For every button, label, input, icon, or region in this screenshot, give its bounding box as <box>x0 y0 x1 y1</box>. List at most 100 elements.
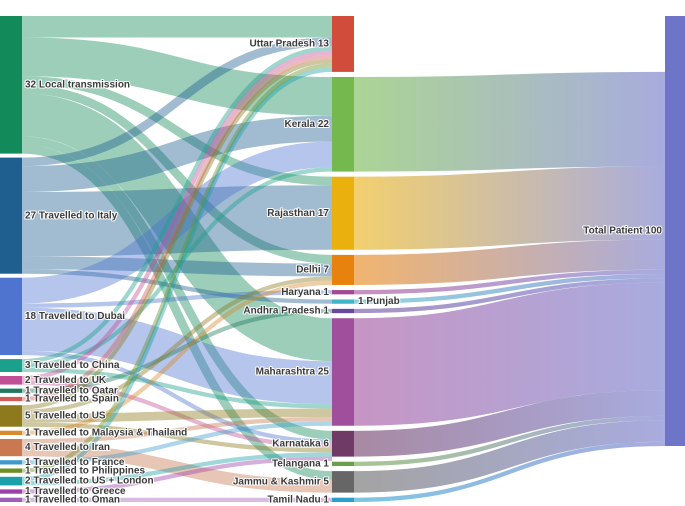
link-china-up <box>21 46 333 364</box>
node-state-delhi <box>332 254 354 285</box>
label-source-philippines: 1 Travelled to Philippines <box>25 465 145 476</box>
label-state-jk: Jammu & Kashmir 5 <box>233 476 330 487</box>
link-local-jk <box>21 145 333 480</box>
label-source-us: 5 Travelled to US <box>25 411 106 422</box>
label-state-kerala: Kerala 22 <box>285 119 330 130</box>
link-us-maharashtra <box>21 408 333 423</box>
links-source-to-state <box>21 15 333 503</box>
link-france-maharashtra <box>21 421 333 465</box>
sankey-nodes <box>0 16 685 502</box>
link-local-kerala <box>21 37 333 116</box>
node-state-telangana <box>332 461 354 467</box>
link-rajasthan-total <box>353 166 666 250</box>
node-total <box>665 16 685 446</box>
link-us-karnataka <box>21 422 333 453</box>
link-us-up <box>21 59 333 410</box>
node-source-iran <box>0 439 22 457</box>
link-tn-total <box>353 441 666 502</box>
link-local-karnataka <box>21 136 333 440</box>
link-dubai-maharashtra <box>21 307 333 405</box>
link-local-rajasthan <box>21 76 333 186</box>
node-state-rajasthan <box>332 176 354 250</box>
link-italy-up <box>21 37 333 167</box>
label-state-rajasthan: Rajasthan 17 <box>267 208 329 219</box>
node-state-kerala <box>332 76 354 172</box>
label-source-china: 3 Travelled to China <box>25 360 120 371</box>
link-qatar-ap <box>21 308 333 393</box>
link-china-kerala <box>21 167 333 368</box>
label-state-karnataka: Karnataka 6 <box>272 438 329 449</box>
link-greece-karnataka <box>21 456 333 494</box>
node-source-italy <box>0 157 22 274</box>
node-state-punjab <box>332 299 354 304</box>
link-uk-up <box>21 50 333 381</box>
link-italy-punjab <box>21 269 333 304</box>
link-telangana-total <box>353 415 666 467</box>
link-italy-delhi <box>21 256 333 277</box>
link-uslondon-karnataka <box>21 452 333 486</box>
node-source-uslondon <box>0 476 22 486</box>
label-source-spain: 1 Travelled to Spain <box>25 394 119 405</box>
label-state-haryana: Haryana 1 <box>281 287 329 298</box>
link-dubai-kerala <box>21 141 333 304</box>
label-source-france: 1 Travelled to France <box>25 457 125 468</box>
link-ap-total <box>353 278 666 314</box>
label-state-punjab: 1 Punjab <box>358 296 400 307</box>
label-source-greece: 1 Travelled to Greece <box>25 486 126 497</box>
node-source-local <box>0 16 22 154</box>
link-haryana-total <box>353 269 666 295</box>
label-state-delhi: Delhi 7 <box>296 265 329 276</box>
node-state-karnataka <box>332 430 354 457</box>
label-source-uslondon: 2 Travelled to US + London <box>25 476 154 487</box>
link-punjab-total <box>353 274 666 304</box>
node-source-oman <box>0 497 22 502</box>
label-source-uk: 2 Travelled to UK <box>25 375 107 386</box>
node-source-france <box>0 460 22 465</box>
link-delhi-total <box>353 239 666 285</box>
label-source-qatar: 1 Travelled to Qatar <box>25 385 118 396</box>
link-uk-karnataka <box>21 380 333 449</box>
link-kerala-total <box>353 71 666 172</box>
node-state-tn <box>332 497 354 502</box>
label-source-dubai: 18 Travelled to Dubai <box>25 311 125 322</box>
node-source-dubai <box>0 277 22 356</box>
link-iran-maharashtra <box>21 417 333 444</box>
label-source-italy: 27 Travelled to Italy <box>25 210 118 221</box>
label-state-maharashtra: Maharashtra 25 <box>256 367 330 378</box>
node-source-spain <box>0 396 22 402</box>
node-source-us <box>0 405 22 427</box>
node-source-philippines <box>0 468 22 473</box>
link-italy-rajasthan <box>21 185 333 257</box>
node-source-malaysia <box>0 430 22 435</box>
sankey-labels: 32 Local transmission 27 Travelled to Ita… <box>24 38 663 506</box>
link-china-maharashtra <box>21 367 333 409</box>
node-state-haryana <box>332 290 354 295</box>
label-source-local: 32 Local transmission <box>25 79 130 90</box>
link-spain-up <box>21 54 333 402</box>
link-italy-kerala <box>21 115 333 192</box>
link-uslondon-up <box>21 67 333 482</box>
label-source-malaysia: 1 Travelled to Malaysia & Thailand <box>25 427 187 438</box>
link-dubai-karnataka <box>21 350 333 444</box>
label-state-tn: Tamil Nadu 1 <box>268 494 330 505</box>
label-state-telangana: Telangana 1 <box>272 459 329 470</box>
link-philippines-up <box>21 63 333 473</box>
label-total: Total Patient 100 <box>583 226 662 237</box>
link-maharashtra-total <box>353 282 666 426</box>
link-jk-total <box>353 420 666 493</box>
label-source-oman: 1 Travelled to Oman <box>25 494 120 505</box>
node-source-china <box>0 359 22 372</box>
link-dubai-haryana <box>21 290 333 308</box>
link-local-delhi <box>21 84 333 264</box>
node-state-maharashtra <box>332 318 354 426</box>
link-karnataka-total <box>353 390 666 457</box>
node-source-qatar <box>0 388 22 393</box>
link-us-delhi <box>21 276 333 414</box>
label-source-iran: 4 Travelled to Iran <box>25 442 110 453</box>
node-source-greece <box>0 489 22 494</box>
node-state-jk <box>332 471 354 493</box>
links-state-to-total <box>353 15 666 502</box>
link-local-maharashtra <box>21 93 333 362</box>
label-state-up: Uttar Pradesh 13 <box>250 39 330 50</box>
